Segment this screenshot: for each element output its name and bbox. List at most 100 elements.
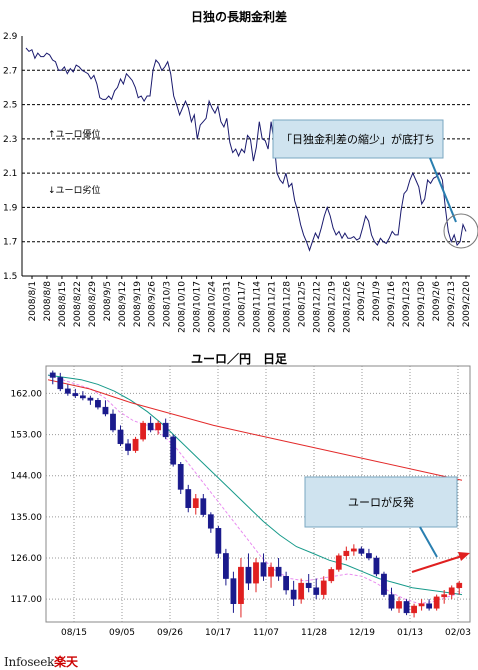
chart1-x-tick-label: 2009/1/23 — [402, 281, 412, 327]
chart2-x-tick-label: 10/17 — [205, 628, 231, 638]
chart2-candle-body — [230, 578, 237, 604]
chart1-x-tick-label: 2008/12/26 — [342, 281, 352, 333]
chart1-series-line — [25, 47, 467, 252]
chart2-candle-body — [433, 596, 440, 609]
chart2-candle-body — [102, 406, 109, 415]
chart2-plot-frame — [45, 365, 471, 623]
chart2-y-tick-label: 162.00 — [11, 389, 43, 399]
chart1-callout-box — [272, 119, 444, 159]
chart2-candle-body — [305, 582, 312, 588]
chart1-x-tick-label: 2008/12/19 — [327, 281, 337, 333]
chart1-y-tick-label: 1.7 — [3, 238, 17, 248]
chart2-candle-body — [381, 573, 387, 595]
chart2-candle-body — [350, 548, 357, 552]
chart1-x-tick-label: 2008/11/7 — [238, 281, 248, 327]
chart2-x-tick-label: 09/05 — [109, 628, 135, 638]
chart1-x-tick-label: 2008/8/15 — [58, 281, 68, 327]
chart2-candle-body — [456, 582, 463, 588]
chart2-x-tick-label: 02/03 — [445, 628, 471, 638]
chart2-candle-body — [396, 601, 402, 609]
chart2-candle-body — [290, 589, 297, 600]
chart2-candle-body — [132, 438, 139, 451]
chart1-x-tick-label: 2009/1/2 — [357, 281, 367, 321]
chart1-x-tick-label: 2008/9/12 — [118, 281, 128, 327]
chart1-annotation-up: ↑ユーロ優位 — [48, 128, 101, 140]
chart2-candle-body — [125, 443, 131, 451]
chart1-callout-text: 「日独金利差の縮少」が底打ち — [281, 132, 435, 146]
chart2-moving-average-line — [47, 374, 463, 605]
chart1-x-tick-label: 2008/12/5 — [297, 281, 307, 327]
chart2-candle-body — [283, 576, 289, 591]
chart2-candle-body — [238, 566, 244, 604]
infoseek-logo-text: Infoseek — [4, 655, 55, 669]
chart2-x-tick-label: 09/26 — [157, 628, 183, 638]
chart1-x-tick-label: 2008/8/22 — [73, 281, 83, 327]
chart2-candle-body — [245, 566, 252, 584]
chart2-candle-body — [177, 464, 184, 490]
chart2-rebound-arrow-line — [411, 555, 463, 573]
chart1-y-tick-label: 2.1 — [3, 169, 17, 179]
chart1-x-tick-label: 2008/11/14 — [252, 281, 262, 333]
chart2-candle-body — [200, 498, 207, 515]
chart1-callout-pointer — [429, 157, 457, 223]
chart1-y-tick-label: 2.9 — [3, 32, 18, 42]
chart2-candle-body — [358, 548, 365, 554]
chart2-candle-body — [117, 429, 124, 444]
chart2-candle-body — [418, 603, 425, 607]
chart2-candle-body — [140, 422, 146, 440]
chart2-candle-body — [192, 498, 199, 508]
chart1-x-tick-label: 2009/1/16 — [387, 281, 397, 327]
chart1-x-tick-label: 2008/10/17 — [193, 281, 203, 333]
chart1-x-tick-label: 2008/10/24 — [208, 281, 218, 333]
chart2-candle-body — [253, 562, 259, 584]
chart2-candle-body — [403, 601, 410, 614]
chart2-callout-text: ユーロが反発 — [348, 495, 414, 509]
chart1-x-tick-label: 2008/9/26 — [148, 281, 158, 327]
chart2-candle-body — [147, 422, 154, 431]
chart2-candle-body — [155, 422, 162, 431]
chart1-y-tick-label: 1.5 — [3, 272, 17, 282]
chart2-candle-body — [388, 594, 395, 609]
chart2-candle-body — [64, 388, 71, 394]
chart2-candle-body — [87, 397, 94, 401]
chart2-candle-body — [57, 377, 64, 390]
chart2-y-tick-label: 126.00 — [11, 554, 43, 564]
chart1-x-tick-label: 2008/10/10 — [178, 281, 188, 333]
chart1-x-tick-label: 2009/1/30 — [417, 281, 427, 327]
chart1-x-tick-label: 2008/10/31 — [223, 281, 233, 333]
chart1-x-tick-label: 2008/9/5 — [103, 281, 113, 321]
footer-logo: Infoseek楽天 — [4, 653, 78, 670]
chart2-candle-body — [185, 489, 192, 508]
chart1-x-tick-label: 2008/11/28 — [282, 281, 292, 333]
chart2-candle-body — [448, 587, 455, 595]
chart1-x-tick-label: 2008/11/21 — [267, 281, 277, 333]
chart2-candle-body — [72, 393, 79, 396]
chart1-y-tick-label: 2.7 — [3, 66, 17, 76]
chart2-candle-body — [366, 553, 372, 559]
chart2-candle-body — [95, 400, 101, 408]
chart1-title: 日独の長期金利差 — [190, 10, 287, 24]
chart2-y-tick-label: 144.00 — [11, 472, 43, 482]
chart2-candle-body — [298, 582, 305, 600]
chart1-x-tick-label: 2009/2/20 — [462, 281, 472, 327]
chart2-title: ユーロ／円 日足 — [190, 352, 287, 366]
chart2-candle-body — [110, 413, 116, 431]
chart2-candle-body — [343, 550, 350, 556]
chart2-x-tick-label: 12/19 — [349, 628, 375, 638]
chart2-candle-body — [441, 594, 448, 598]
chart2-candle-body — [49, 372, 56, 378]
chart2-candle-body — [268, 566, 274, 577]
chart1-x-tick-label: 2009/2/13 — [447, 281, 457, 327]
chart2-candle-body — [162, 422, 169, 438]
chart2-x-tick-label: 11/07 — [253, 628, 279, 638]
chart2-x-tick-label: 11/28 — [301, 628, 327, 638]
chart1-x-tick-label: 2008/12/12 — [312, 281, 322, 333]
chart2-candle-body — [426, 603, 433, 609]
chart1-x-tick-label: 2008/8/8 — [43, 281, 53, 322]
chart2-candle-body — [313, 587, 320, 595]
chart1-annotation-down: ↓ユーロ劣位 — [48, 184, 101, 196]
chart2-callout-pointer — [419, 526, 438, 558]
chart1-highlight-circle — [443, 213, 478, 249]
chart1-x-tick-label: 2009/1/9 — [372, 281, 382, 322]
